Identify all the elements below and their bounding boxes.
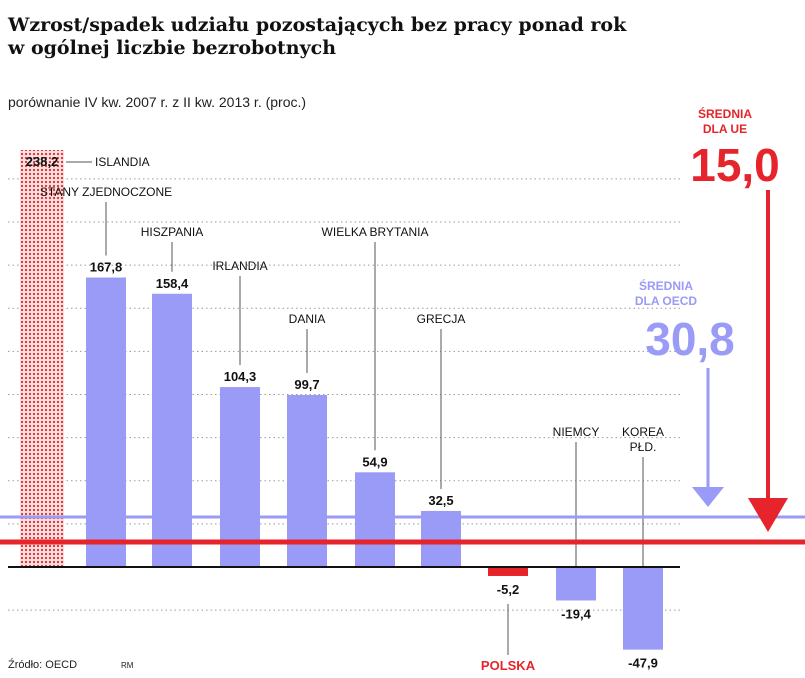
bar bbox=[623, 567, 663, 650]
category-label: GRECJA bbox=[417, 312, 466, 326]
bar bbox=[220, 387, 260, 567]
source-note: Źródło: OECD bbox=[8, 659, 78, 671]
oecd-average-label: DLA OECD bbox=[635, 294, 698, 308]
category-label: POLSKA bbox=[481, 658, 536, 673]
oecd-arrow-icon bbox=[692, 487, 724, 507]
category-label: ISLANDIA bbox=[95, 155, 150, 169]
oecd-average-value: 30,8 bbox=[645, 313, 735, 365]
eu-average-label: ŚREDNIA bbox=[698, 106, 752, 121]
bar bbox=[287, 395, 327, 567]
chart-title: Wzrost/spadek udziału pozostających bez … bbox=[8, 14, 627, 59]
bar bbox=[421, 510, 461, 567]
category-label: NIEMCY bbox=[553, 425, 600, 439]
bar bbox=[488, 567, 528, 576]
author-credit: RM bbox=[121, 661, 134, 670]
oecd-average-label: ŚREDNIA bbox=[639, 278, 693, 293]
category-label: HISZPANIA bbox=[141, 225, 203, 239]
value-label: 99,7 bbox=[294, 377, 319, 392]
value-label: -19,4 bbox=[561, 606, 591, 621]
chart-subtitle: porównanie IV kw. 2007 r. z II kw. 2013 … bbox=[8, 94, 307, 110]
category-label: KOREA bbox=[622, 425, 664, 439]
category-label: WIELKA BRYTANIA bbox=[322, 225, 429, 239]
category-label: STANY ZJEDNOCZONE bbox=[40, 185, 172, 199]
category-label: PŁD. bbox=[630, 440, 657, 454]
bar bbox=[152, 293, 192, 567]
eu-average-label: DLA UE bbox=[703, 122, 747, 136]
bar bbox=[355, 472, 395, 567]
value-label: -47,9 bbox=[628, 656, 658, 671]
eu-average-value: 15,0 bbox=[690, 139, 780, 191]
category-label: IRLANDIA bbox=[212, 259, 267, 273]
value-label: 158,4 bbox=[156, 276, 189, 291]
value-label: 32,5 bbox=[428, 493, 453, 508]
value-label: 54,9 bbox=[362, 454, 387, 469]
eu-arrow-icon bbox=[748, 498, 788, 532]
bar-islandia bbox=[20, 150, 64, 567]
bar bbox=[86, 277, 126, 567]
value-label: 238,2 bbox=[26, 154, 59, 169]
value-label: 104,3 bbox=[224, 369, 257, 384]
value-label: -5,2 bbox=[497, 582, 519, 597]
bar bbox=[556, 567, 596, 601]
category-label: DANIA bbox=[289, 312, 326, 326]
value-label: 167,8 bbox=[90, 260, 123, 275]
